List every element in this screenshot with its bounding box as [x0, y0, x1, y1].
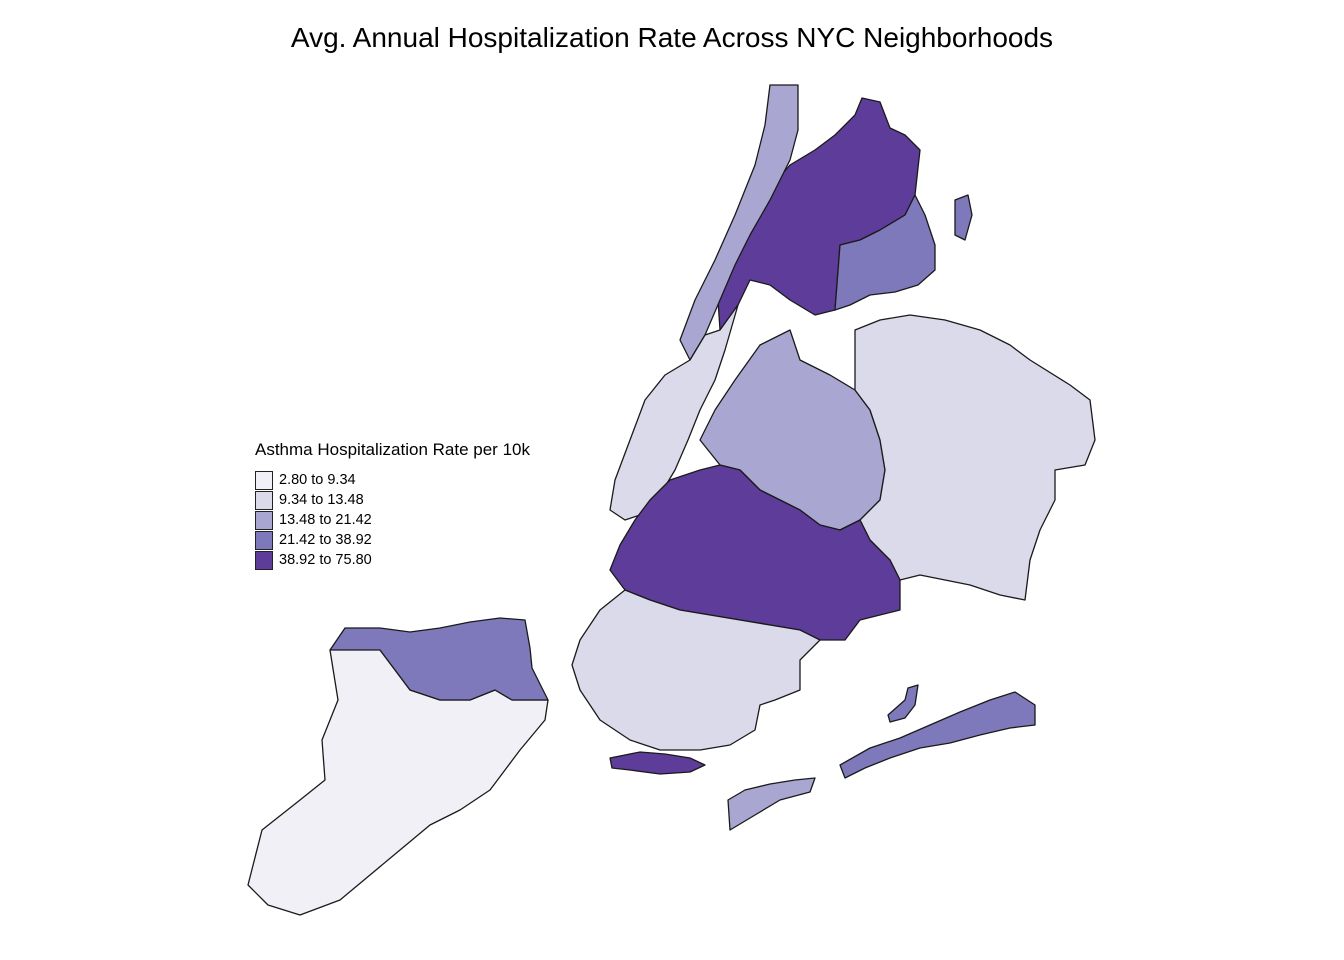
coney-island-region [609, 751, 706, 775]
legend-item: 9.34 to 13.48 [255, 490, 530, 510]
legend: Asthma Hospitalization Rate per 10k 2.80… [255, 440, 530, 570]
legend-item: 38.92 to 75.80 [255, 550, 530, 570]
bronx-east-region [834, 194, 936, 311]
legend-title: Asthma Hospitalization Rate per 10k [255, 440, 530, 459]
city-island-region [954, 194, 973, 241]
legend-swatch [255, 470, 273, 490]
legend-swatch [255, 530, 273, 550]
legend-item: 13.48 to 21.42 [255, 510, 530, 530]
staten-island-north-region [329, 617, 549, 701]
breezy-point-region [727, 777, 816, 831]
legend-swatch [255, 550, 273, 570]
brooklyn-south-region [571, 589, 821, 751]
legend-label: 2.80 to 9.34 [279, 472, 356, 488]
legend-item: 2.80 to 9.34 [255, 470, 530, 490]
rockaway-region [839, 691, 1036, 779]
legend-label: 21.42 to 38.92 [279, 532, 372, 548]
legend-label: 38.92 to 75.80 [279, 552, 372, 568]
legend-swatch [255, 490, 273, 510]
legend-label: 9.34 to 13.48 [279, 492, 364, 508]
queens-east-region [854, 314, 1096, 601]
map-title: Avg. Annual Hospitalization Rate Across … [290, 22, 1054, 53]
legend-item: 21.42 to 38.92 [255, 530, 530, 550]
legend-label: 13.48 to 21.42 [279, 512, 372, 528]
broad-channel-region [887, 684, 919, 723]
legend-swatch [255, 510, 273, 530]
